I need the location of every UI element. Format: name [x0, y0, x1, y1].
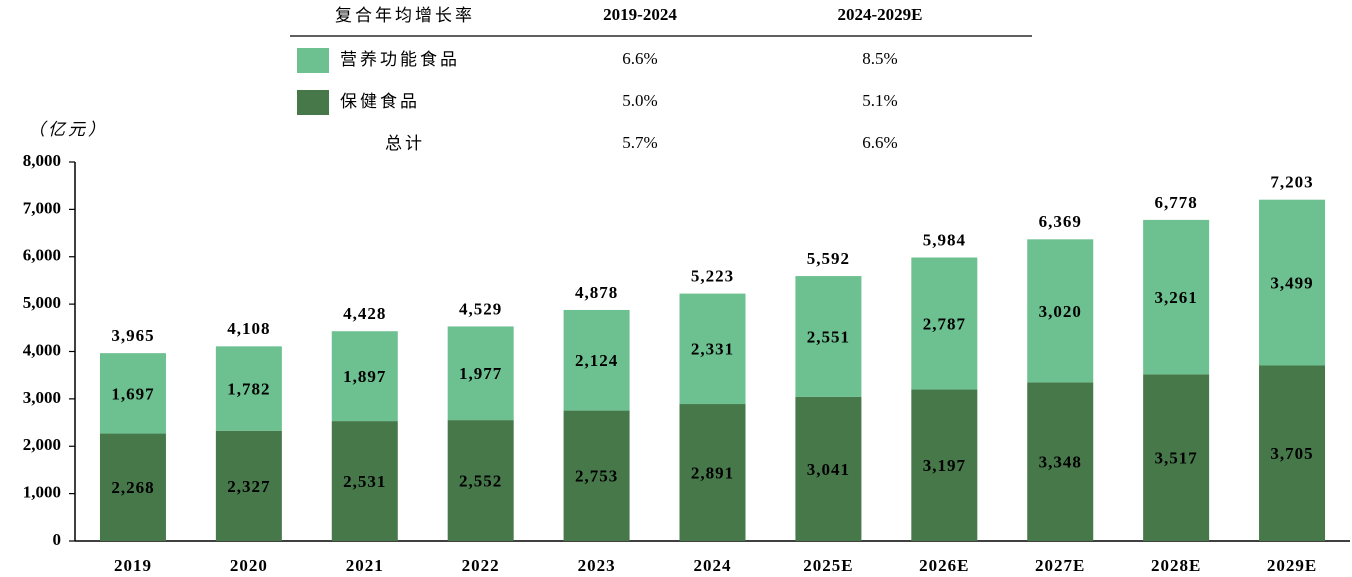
bar-segment: [99, 433, 166, 541]
x-tick-label: 2029E: [1267, 556, 1317, 575]
legend-swatch: [297, 48, 329, 73]
table-header: 复合年均增长率: [335, 6, 475, 26]
legend-label: 营养功能食品: [340, 50, 460, 70]
bar-segment: [447, 326, 514, 421]
bar-segment: [215, 430, 282, 541]
bar-segment: [563, 309, 630, 411]
x-tick-label: 2019: [114, 556, 152, 575]
bar-segment: [795, 396, 862, 541]
value-label: 3,705: [1270, 444, 1313, 463]
value-label: 2,531: [343, 472, 386, 491]
total-label: 6,369: [1039, 212, 1082, 231]
x-tick-label: 2027E: [1035, 556, 1085, 575]
table-cell: 5.7%: [622, 133, 657, 152]
x-tick-label: 2020: [230, 556, 268, 575]
table-header: 2019-2024: [603, 5, 677, 24]
x-tick-label: 2025E: [803, 556, 853, 575]
value-label: 3,261: [1155, 288, 1198, 307]
total-label: 4,108: [227, 319, 270, 338]
value-label: 3,197: [923, 456, 966, 475]
y-tick-label: 2,000: [23, 435, 61, 454]
x-tick-label: 2023: [578, 556, 616, 575]
total-label: 3,965: [111, 326, 154, 345]
y-tick-label: 5,000: [23, 293, 61, 312]
total-label: 5,592: [807, 249, 850, 268]
x-tick-label: 2028E: [1151, 556, 1201, 575]
x-tick-label: 2021: [346, 556, 384, 575]
bar-segment: [911, 389, 978, 541]
bar-segment: [911, 257, 978, 390]
value-label: 2,124: [575, 351, 618, 370]
bar-segment: [1259, 365, 1326, 541]
bar-segment: [795, 276, 862, 397]
total-label: 7,203: [1270, 173, 1313, 192]
value-label: 2,268: [111, 478, 154, 497]
value-label: 3,517: [1155, 449, 1198, 468]
value-label: 2,331: [691, 340, 734, 359]
value-label: 1,977: [459, 364, 502, 383]
bar-segment: [331, 421, 398, 541]
total-label: 6,778: [1155, 193, 1198, 212]
table-total-label: 总计: [385, 134, 425, 154]
x-tick-label: 2024: [694, 556, 732, 575]
y-axis-label: （亿元）: [28, 120, 108, 140]
bar-segment: [1027, 382, 1094, 541]
y-tick-label: 6,000: [23, 246, 61, 265]
value-label: 2,753: [575, 467, 618, 486]
bar-segment: [1143, 219, 1210, 375]
table-cell: 5.0%: [622, 91, 657, 110]
value-label: 1,782: [227, 379, 270, 398]
y-tick-label: 4,000: [23, 340, 61, 359]
bar-segment: [447, 420, 514, 541]
y-tick-label: 1,000: [23, 483, 61, 502]
value-label: 3,020: [1039, 302, 1082, 321]
value-label: 2,891: [691, 463, 734, 482]
total-label: 4,529: [459, 299, 502, 318]
bar-segment: [679, 404, 746, 541]
bar-segment: [563, 410, 630, 541]
value-label: 2,552: [459, 471, 502, 490]
table-cell: 6.6%: [622, 49, 657, 68]
value-label: 1,697: [111, 384, 154, 403]
bar-segment: [1259, 199, 1326, 366]
y-tick-label: 0: [53, 530, 62, 549]
value-label: 2,551: [807, 327, 850, 346]
value-label: 3,499: [1270, 273, 1313, 292]
bar-segment: [99, 353, 166, 434]
value-label: 2,787: [923, 314, 966, 333]
table-cell: 5.1%: [862, 91, 897, 110]
bar-segment: [215, 346, 282, 431]
value-label: 3,041: [807, 460, 850, 479]
bar-segment: [1143, 374, 1210, 541]
table-header: 2024-2029E: [838, 5, 923, 24]
bar-segment: [1027, 239, 1094, 383]
legend-swatch: [297, 90, 329, 115]
total-label: 4,878: [575, 283, 618, 302]
table-cell: 6.6%: [862, 133, 897, 152]
bar-segment: [331, 331, 398, 422]
y-tick-label: 7,000: [23, 198, 61, 217]
bar-segment: [679, 293, 746, 405]
total-label: 5,984: [923, 230, 966, 249]
legend-label: 保健食品: [340, 92, 420, 112]
table-cell: 8.5%: [862, 49, 897, 68]
value-label: 2,327: [227, 477, 270, 496]
total-label: 5,223: [691, 267, 734, 286]
value-label: 3,348: [1039, 453, 1082, 472]
x-tick-label: 2026E: [919, 556, 969, 575]
y-tick-label: 3,000: [23, 388, 61, 407]
value-label: 1,897: [343, 367, 386, 386]
y-tick-label: 8,000: [23, 151, 61, 170]
total-label: 4,428: [343, 304, 386, 323]
x-tick-label: 2022: [462, 556, 500, 575]
